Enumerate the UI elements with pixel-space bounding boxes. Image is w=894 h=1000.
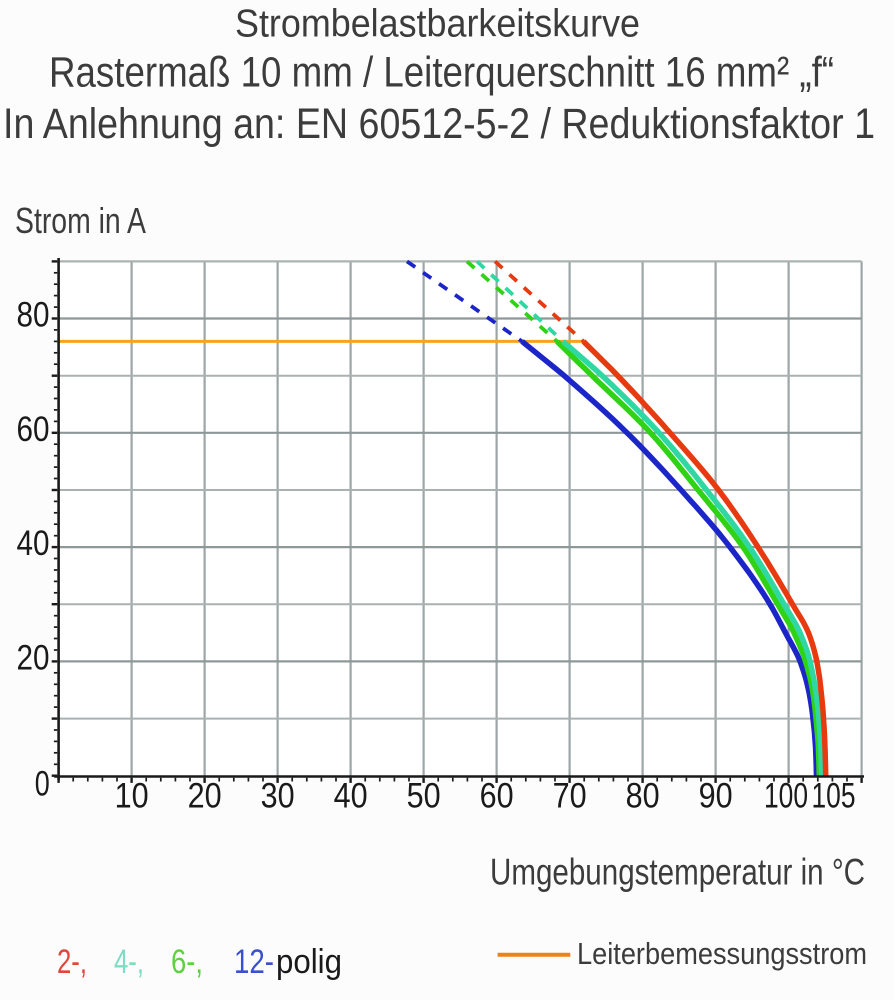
svg-text:70: 70 (553, 777, 587, 816)
svg-text:In Anlehnung an: EN 60512-5-2: In Anlehnung an: EN 60512-5-2 / Reduktio… (3, 101, 875, 148)
svg-text:Strombelastbarkeitskurve: Strombelastbarkeitskurve (235, 3, 640, 46)
svg-text:0: 0 (35, 764, 50, 803)
svg-text:Rastermaß 10 mm / Leiterquersc: Rastermaß 10 mm / Leiterquerschnitt 16 m… (49, 50, 834, 97)
svg-text:12-: 12- (234, 943, 274, 981)
svg-text:60: 60 (17, 410, 50, 449)
svg-text:30: 30 (261, 777, 295, 816)
svg-text:80: 80 (626, 777, 660, 816)
svg-text:80: 80 (17, 296, 50, 335)
svg-text:20: 20 (188, 777, 222, 816)
svg-text:4-,: 4-, (114, 943, 144, 981)
svg-text:6-,: 6-, (171, 943, 203, 981)
svg-text:polig: polig (276, 943, 342, 981)
svg-text:Umgebungstemperatur in °C: Umgebungstemperatur in °C (490, 852, 865, 893)
svg-text:2-,: 2-, (57, 943, 87, 981)
svg-text:20: 20 (17, 638, 50, 677)
svg-text:40: 40 (17, 524, 50, 563)
svg-text:90: 90 (699, 777, 733, 816)
svg-text:Leiterbemessungsstrom: Leiterbemessungsstrom (577, 937, 867, 971)
svg-text:105: 105 (812, 777, 856, 816)
svg-text:Strom in A: Strom in A (15, 200, 147, 241)
svg-text:100: 100 (764, 777, 808, 816)
svg-text:40: 40 (334, 777, 368, 816)
svg-text:60: 60 (480, 777, 514, 816)
svg-text:10: 10 (115, 777, 149, 816)
svg-text:50: 50 (407, 777, 441, 816)
